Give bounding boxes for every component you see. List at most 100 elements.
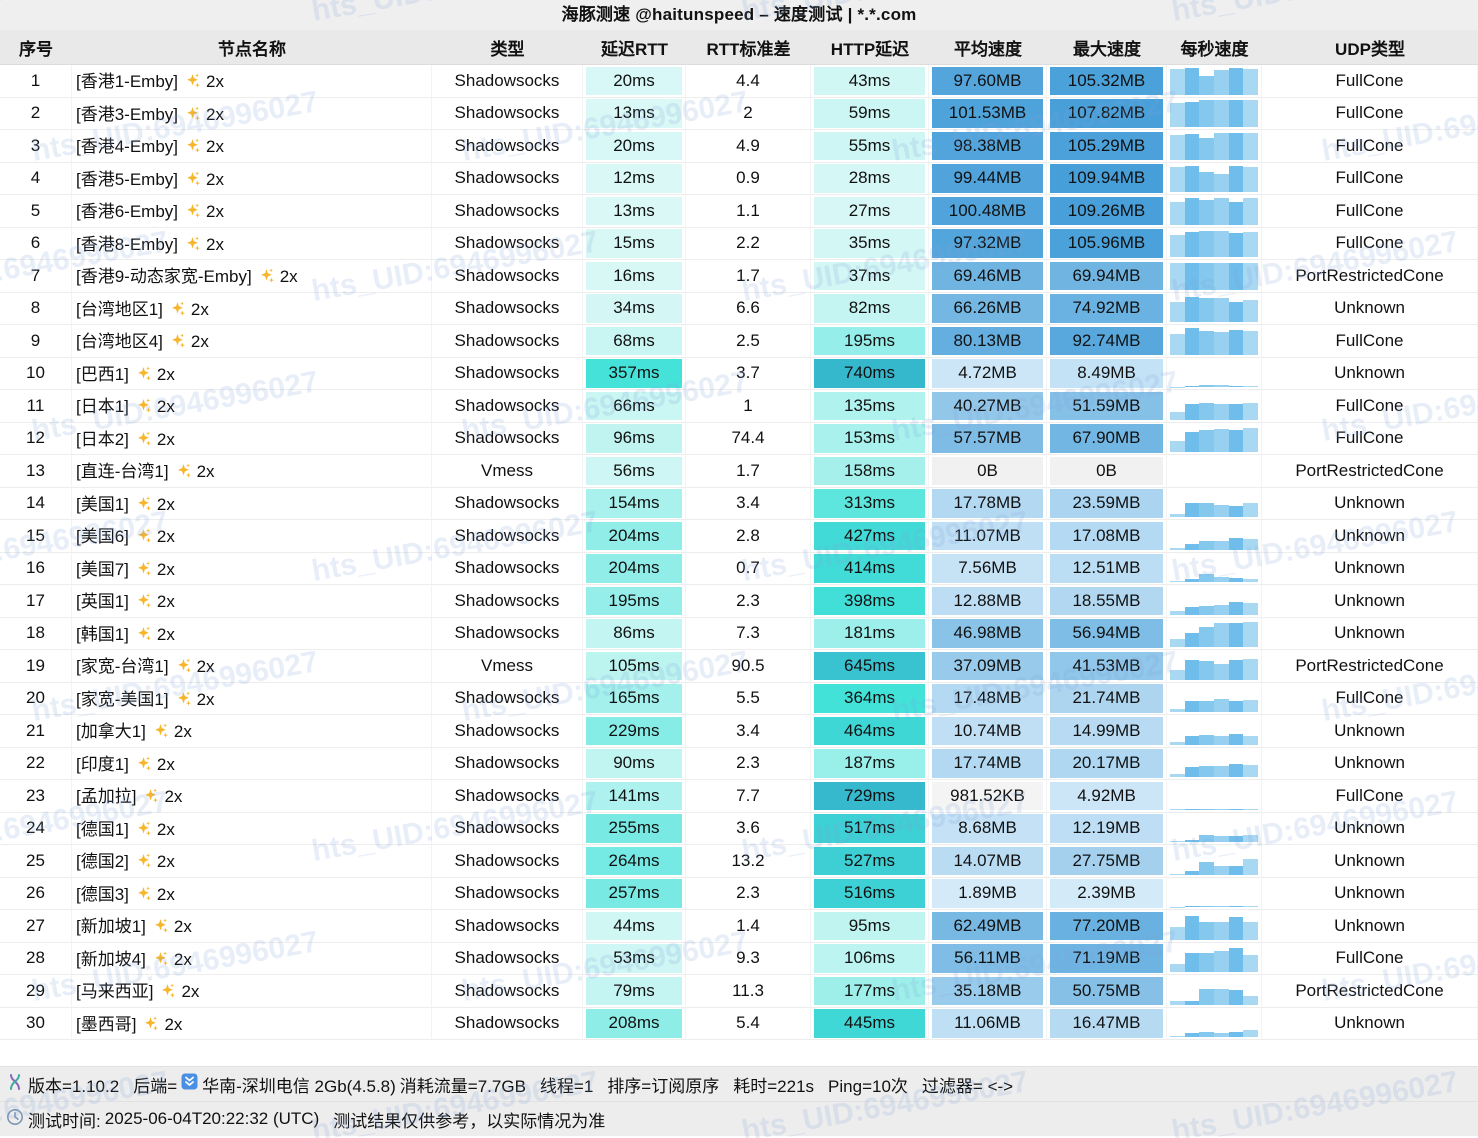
per-second-speed-bars	[1170, 294, 1259, 323]
cell-rtt: 105ms	[583, 650, 686, 683]
cell-max-speed: 17.08MB	[1047, 520, 1167, 553]
cell-http-latency: 195ms	[811, 325, 929, 358]
sparkles-icon	[135, 560, 152, 582]
cell-node-name: [马来西亚] 2x	[72, 975, 432, 1008]
cell-rtt-stddev: 74.4	[686, 422, 811, 455]
cell-index: 15	[0, 520, 72, 553]
cell-avg-speed: 0B	[929, 455, 1047, 488]
disclaimer-text: 测试结果仅供参考，以实际情况为准	[333, 1111, 606, 1131]
column-header-index: 序号	[0, 30, 72, 65]
cell-max-speed: 56.94MB	[1047, 617, 1167, 650]
cell-max-speed: 105.32MB	[1047, 65, 1167, 98]
cell-max-speed: 67.90MB	[1047, 422, 1167, 455]
cell-udp-type: Unknown	[1262, 292, 1478, 325]
cell-index: 28	[0, 942, 72, 975]
per-second-speed-bars	[1170, 554, 1259, 583]
node-multiplier-text: 2x	[156, 527, 175, 547]
table-row: 19 [家宽-台湾1] 2x Vmess 105ms 90.5 645ms 37.09MB 41…	[0, 650, 1478, 683]
cell-node-name: [日本1] 2x	[72, 390, 432, 423]
node-multiplier-text: 2x	[206, 137, 224, 157]
cell-node-name: [香港8-Emby] 2x	[72, 227, 432, 260]
cell-index: 3	[0, 130, 72, 163]
cell-index: 1	[0, 65, 72, 98]
cell-rtt: 141ms	[583, 780, 686, 813]
table-row: 7 [香港9-动态家宽-Emby] 2x Shadowsocks 16ms 1.7 37ms…	[0, 260, 1478, 293]
cell-rtt: 53ms	[583, 942, 686, 975]
cell-max-speed: 8.49MB	[1047, 357, 1167, 390]
per-second-speed-bars	[1170, 587, 1259, 615]
cell-http-latency: 135ms	[811, 390, 929, 423]
cell-rtt: 264ms	[583, 845, 686, 878]
cell-type: Vmess	[432, 455, 583, 488]
cell-speed-chart	[1167, 195, 1262, 228]
cell-speed-chart	[1167, 97, 1262, 130]
cell-speed-chart	[1167, 390, 1262, 423]
cell-max-speed: 23.59MB	[1047, 487, 1167, 520]
per-second-speed-bars	[1170, 262, 1259, 290]
per-second-speed-bars	[1170, 977, 1259, 1005]
cell-type: Shadowsocks	[432, 97, 583, 130]
node-name-text: [香港4-Emby]	[76, 137, 179, 157]
cell-rtt-stddev: 1.7	[686, 455, 811, 488]
cell-avg-speed: 40.27MB	[929, 390, 1047, 423]
table-row: 15 [美国6] 2x Shadowsocks 204ms 2.8 427ms 11.07MB…	[0, 520, 1478, 553]
node-name-text: [德国3]	[76, 884, 129, 904]
node-name-text: [香港9-动态家宽-Emby]	[76, 267, 252, 287]
node-multiplier-text: 2x	[156, 852, 175, 872]
cell-udp-type: FullCone	[1262, 227, 1478, 260]
cell-index: 18	[0, 617, 72, 650]
cell-node-name: [孟加拉] 2x	[72, 780, 432, 813]
cell-max-speed: 16.47MB	[1047, 1007, 1167, 1040]
per-second-speed-bars	[1170, 327, 1259, 355]
cell-rtt-stddev: 2.3	[686, 877, 811, 910]
cell-udp-type: Unknown	[1262, 910, 1478, 943]
cell-http-latency: 28ms	[811, 162, 929, 195]
column-header-http-latency: HTTP延迟	[811, 30, 929, 65]
table-row: 30 [墨西哥] 2x Shadowsocks 208ms 5.4 445ms 11.06MB…	[0, 1007, 1478, 1040]
cell-index: 11	[0, 390, 72, 423]
cell-http-latency: 95ms	[811, 910, 929, 943]
cell-speed-chart	[1167, 585, 1262, 618]
sparkles-icon	[175, 690, 192, 712]
cell-speed-chart	[1167, 260, 1262, 293]
sparkles-icon	[135, 625, 152, 647]
cell-node-name: [香港4-Emby] 2x	[72, 130, 432, 163]
cell-index: 22	[0, 747, 72, 780]
cell-avg-speed: 37.09MB	[929, 650, 1047, 683]
node-multiplier-text: 2x	[196, 689, 215, 709]
node-name-text: [香港8-Emby]	[76, 234, 179, 254]
cell-node-name: [日本2] 2x	[72, 422, 432, 455]
cell-node-name: [香港3-Emby] 2x	[72, 97, 432, 130]
table-row: 27 [新加坡1] 2x Shadowsocks 44ms 1.4 95ms 62.49MB 7…	[0, 910, 1478, 943]
cell-max-speed: 71.19MB	[1047, 942, 1167, 975]
cell-http-latency: 35ms	[811, 227, 929, 260]
cell-http-latency: 27ms	[811, 195, 929, 228]
cell-http-latency: 187ms	[811, 747, 929, 780]
per-second-speed-bars	[1170, 944, 1259, 973]
cell-type: Shadowsocks	[432, 195, 583, 228]
table-row: 13 [直连-台湾1] 2x Vmess 56ms 1.7 158ms 0B 0B PortRes…	[0, 455, 1478, 488]
cell-udp-type: PortRestrictedCone	[1262, 975, 1478, 1008]
per-second-speed-bars	[1170, 717, 1259, 745]
cell-type: Shadowsocks	[432, 812, 583, 845]
node-name-text: [印度1]	[76, 754, 129, 774]
sparkles-icon	[152, 950, 169, 972]
cell-http-latency: 445ms	[811, 1007, 929, 1040]
node-name-text: [家宽-美国1]	[76, 689, 169, 709]
node-multiplier-text: 2x	[156, 364, 175, 384]
cell-udp-type: Unknown	[1262, 812, 1478, 845]
cell-max-speed: 21.74MB	[1047, 682, 1167, 715]
cell-rtt-stddev: 2.5	[686, 325, 811, 358]
test-time-label: 测试时间:	[28, 1111, 101, 1131]
node-name-text: [香港5-Emby]	[76, 169, 179, 189]
dna-icon	[6, 1073, 24, 1096]
cell-udp-type: FullCone	[1262, 195, 1478, 228]
cell-avg-speed: 11.07MB	[929, 520, 1047, 553]
cell-max-speed: 14.99MB	[1047, 715, 1167, 748]
cell-rtt-stddev: 1.4	[686, 910, 811, 943]
cell-http-latency: 427ms	[811, 520, 929, 553]
cell-max-speed: 109.26MB	[1047, 195, 1167, 228]
cell-rtt: 66ms	[583, 390, 686, 423]
cell-type: Shadowsocks	[432, 422, 583, 455]
cell-rtt: 20ms	[583, 65, 686, 98]
